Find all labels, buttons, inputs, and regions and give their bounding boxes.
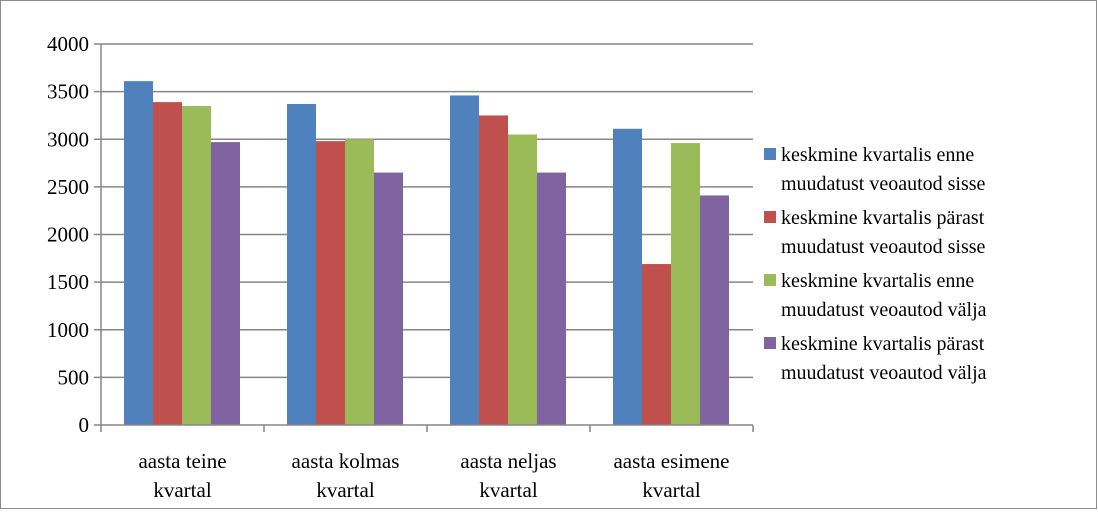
bar <box>374 172 403 425</box>
bar <box>345 139 374 425</box>
legend-label: muudatust veoautod sisse <box>781 173 986 195</box>
legend-swatch <box>764 274 776 286</box>
y-tick-label: 0 <box>79 413 90 437</box>
bar <box>316 141 345 425</box>
legend-label: keskmine kvartalis enne <box>781 270 974 292</box>
bar <box>479 115 508 425</box>
y-tick-label: 1500 <box>47 270 89 294</box>
x-tick-label: aasta teine <box>138 449 226 473</box>
x-tick-label: aasta neljas <box>460 449 556 473</box>
bar <box>508 134 537 426</box>
x-tick-label: kvartal <box>479 478 537 502</box>
x-tick-label: kvartal <box>642 478 700 502</box>
bar <box>153 102 182 425</box>
bar <box>124 81 153 426</box>
legend-label: muudatust veoautod välja <box>781 299 987 321</box>
bar <box>211 142 240 426</box>
axes: 0 500 1000 1500 2000 2500 3000 3500 4000 aasta te… <box>47 32 754 502</box>
x-tick-label: aasta kolmas <box>292 449 400 473</box>
bar <box>700 195 729 425</box>
bar <box>287 104 316 425</box>
y-tick-label: 3000 <box>47 127 89 151</box>
y-tick-label: 1000 <box>47 318 89 342</box>
legend-label: keskmine kvartalis pärast <box>781 333 985 355</box>
y-tick-label: 2000 <box>47 223 89 247</box>
bar <box>537 172 566 425</box>
x-tick-label: aasta esimene <box>613 449 729 473</box>
legend-swatch <box>764 148 776 160</box>
bar <box>642 264 671 425</box>
x-tick-label: kvartal <box>316 478 374 502</box>
bar <box>450 95 479 425</box>
y-tick-label: 2500 <box>47 175 89 199</box>
y-tick-label: 3500 <box>47 80 89 104</box>
legend-label: muudatust veoautod välja <box>781 362 987 384</box>
bars <box>124 81 729 426</box>
y-tick-label: 500 <box>58 365 90 389</box>
legend-swatch <box>764 337 776 349</box>
bar <box>671 143 700 425</box>
legend-label: keskmine kvartalis enne <box>781 144 974 166</box>
bar <box>613 128 642 425</box>
legend: keskmine kvartalis enne muudatust veoauto… <box>764 144 987 384</box>
bar <box>182 105 211 425</box>
x-tick-label: kvartal <box>153 478 211 502</box>
y-tick-label: 4000 <box>47 32 89 56</box>
legend-label: keskmine kvartalis pärast <box>781 207 985 229</box>
legend-swatch <box>764 211 776 223</box>
legend-label: muudatust veoautod sisse <box>781 236 986 258</box>
